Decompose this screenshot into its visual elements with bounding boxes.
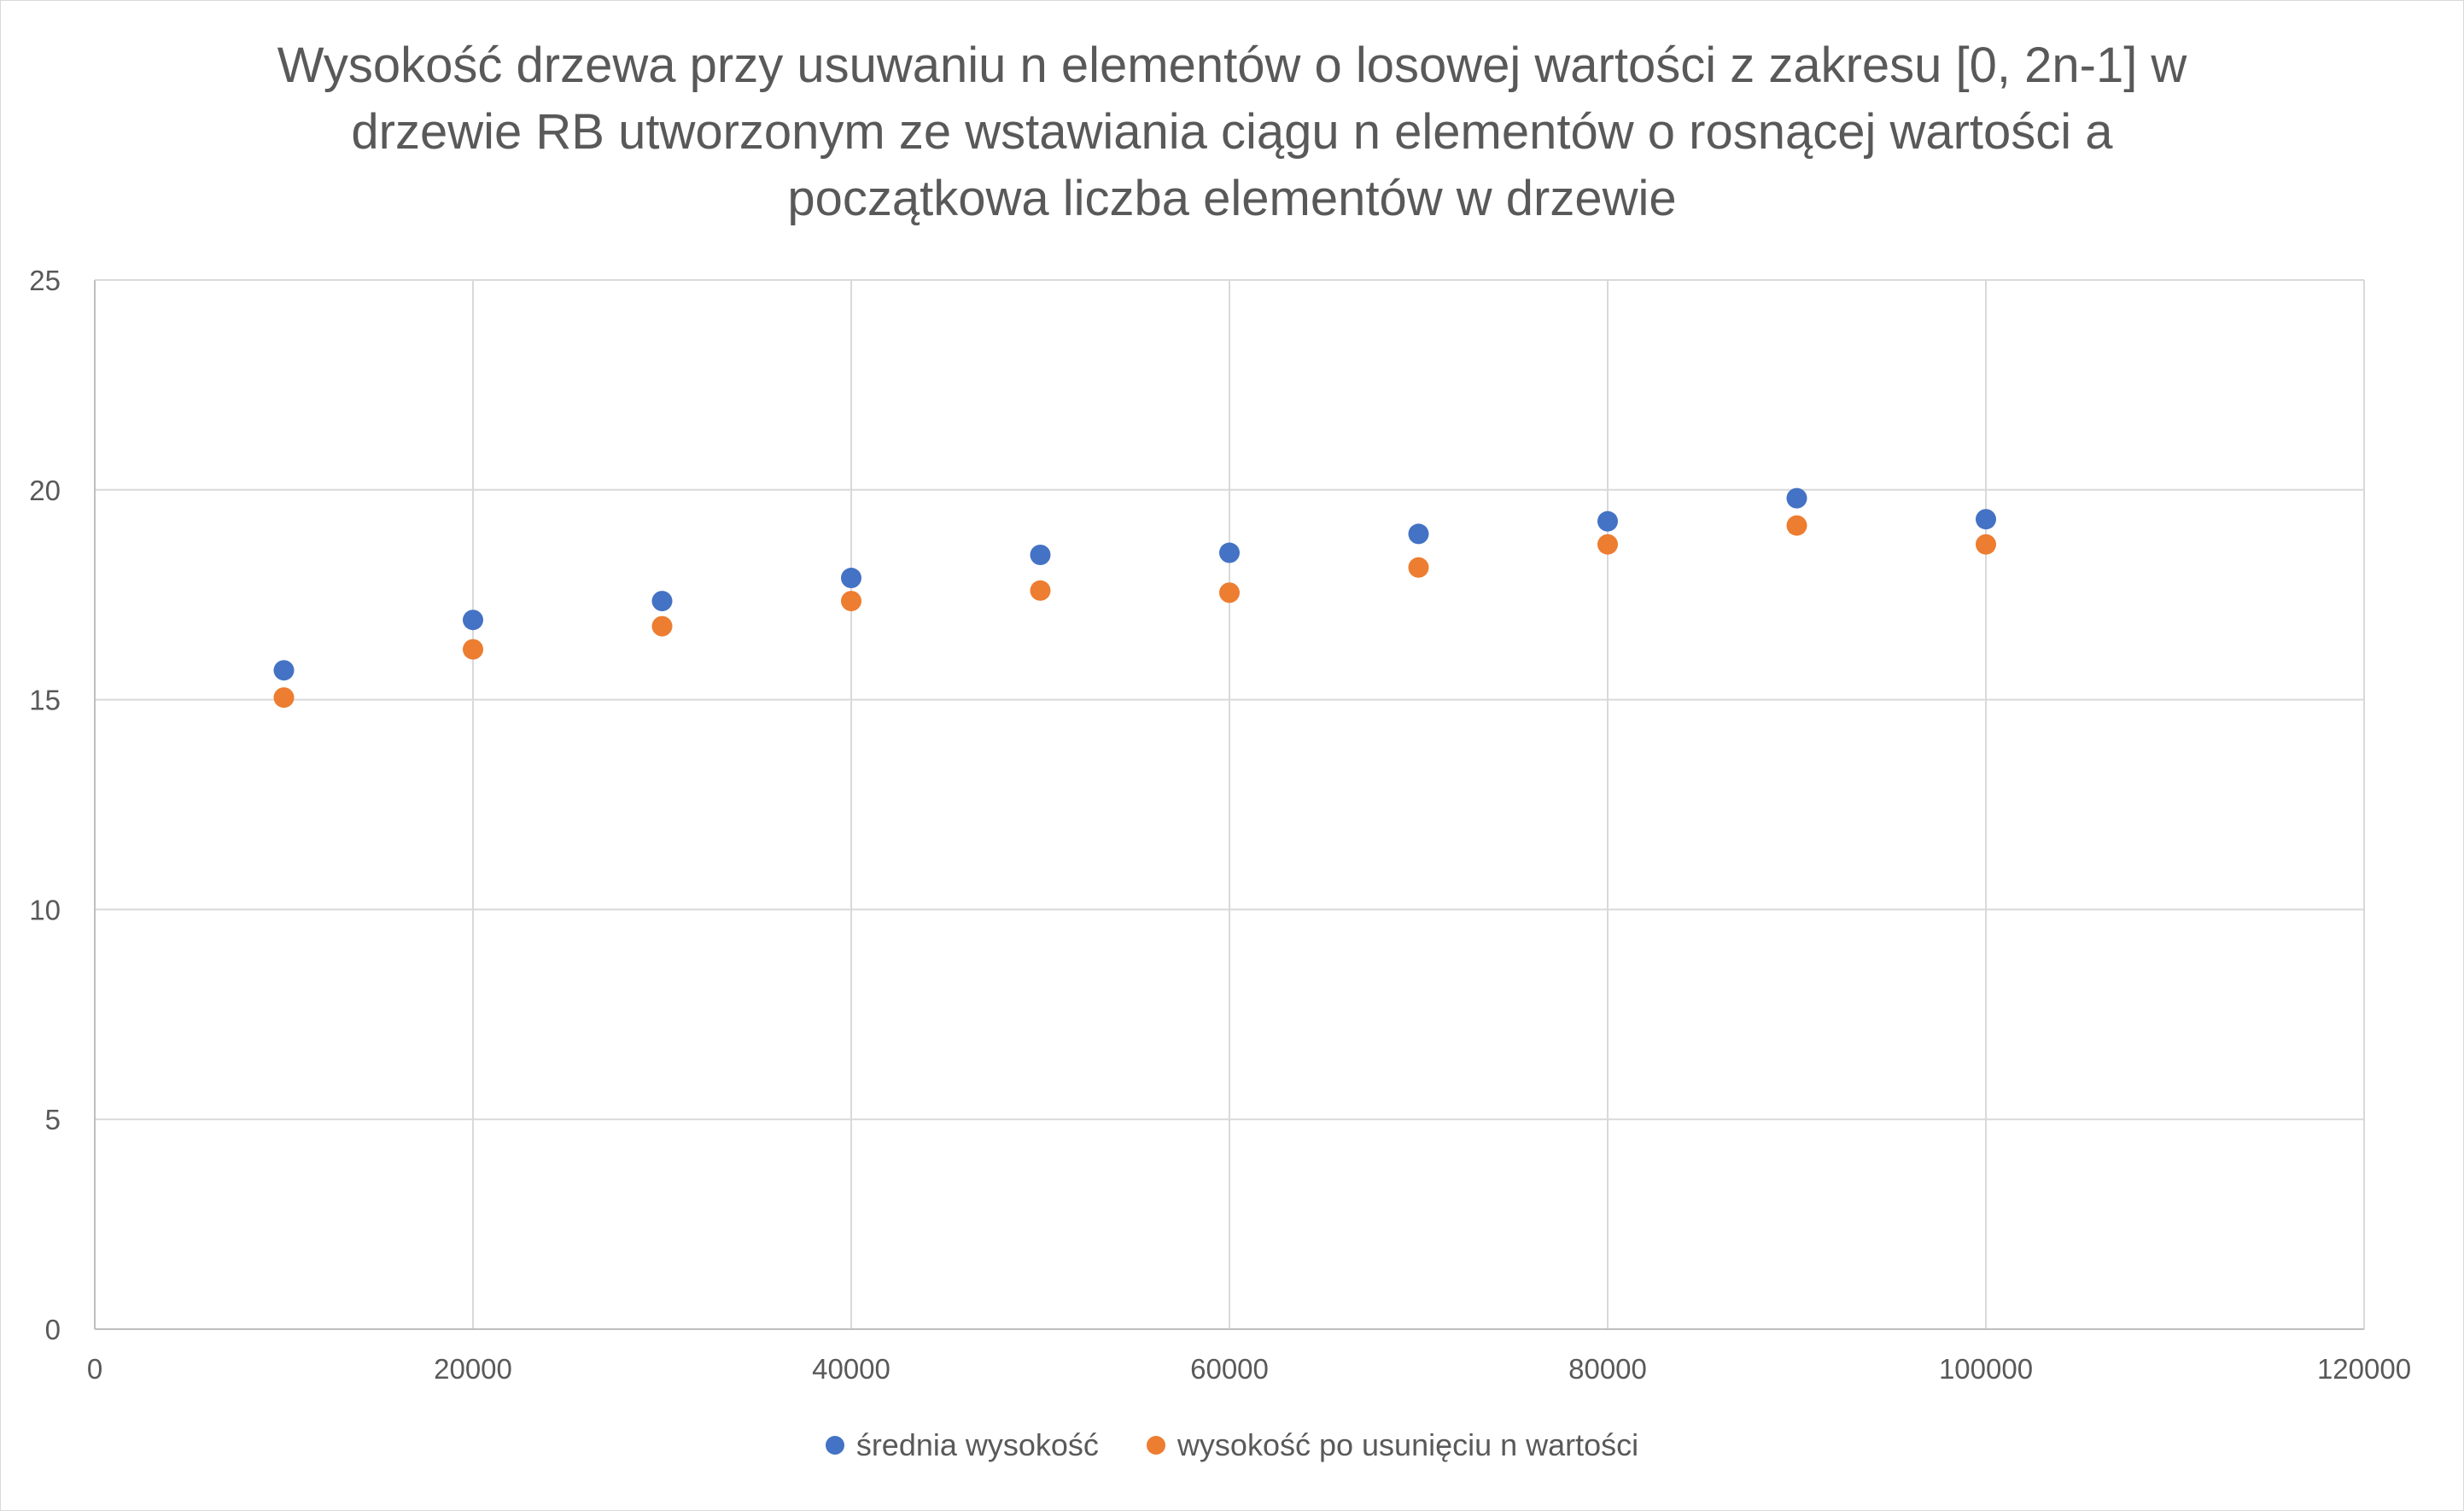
legend-label-series-1: średnia wysokość xyxy=(855,1427,1099,1462)
y-tick-label-25: 25 xyxy=(29,265,61,296)
point-series-2-100000 xyxy=(1976,534,1996,555)
point-series-2-50000 xyxy=(1030,580,1051,601)
y-tick-label-0: 0 xyxy=(45,1314,61,1345)
point-series-2-10000 xyxy=(273,687,295,709)
x-tick-label-80000: 80000 xyxy=(1568,1353,1647,1385)
point-series-1-90000 xyxy=(1786,487,1807,509)
chart-title: Wysokość drzewa przy usuwaniu n elementó… xyxy=(171,32,2293,232)
legend-marker-series-1 xyxy=(825,1436,844,1455)
x-tick-label-40000: 40000 xyxy=(812,1353,890,1385)
y-tick-label-15: 15 xyxy=(29,685,61,716)
legend-item-series-2: wysokość po usunięciu n wartości xyxy=(1146,1427,1639,1463)
point-series-2-80000 xyxy=(1597,534,1618,555)
y-tick-label-20: 20 xyxy=(29,475,61,506)
chart-title-line-1: Wysokość drzewa przy usuwaniu n elementó… xyxy=(277,38,2187,93)
point-series-1-10000 xyxy=(273,660,295,681)
point-series-1-80000 xyxy=(1597,510,1618,532)
point-series-2-30000 xyxy=(651,615,673,637)
y-tick-label-5: 5 xyxy=(45,1104,61,1135)
point-series-2-90000 xyxy=(1786,515,1807,536)
data-points xyxy=(273,487,1996,709)
axes xyxy=(94,280,2364,1330)
legend-item-series-1: średnia wysokość xyxy=(825,1427,1099,1463)
chart-title-line-3: początkowa liczba elementów w drzewie xyxy=(787,171,1677,226)
point-series-1-20000 xyxy=(463,610,483,631)
point-series-1-100000 xyxy=(1976,509,1996,530)
x-tick-label-120000: 120000 xyxy=(2317,1353,2411,1385)
series-2 xyxy=(273,515,1996,709)
point-series-2-40000 xyxy=(841,591,861,612)
x-tick-label-20000: 20000 xyxy=(434,1353,512,1385)
x-tick-label-60000: 60000 xyxy=(1190,1353,1269,1385)
series-1 xyxy=(273,487,1996,681)
legend-marker-series-2 xyxy=(1146,1436,1165,1455)
x-tick-label-0: 0 xyxy=(87,1353,102,1385)
point-series-2-70000 xyxy=(1408,557,1429,578)
chart-title-line-2: drzewie RB utworzonym ze wstawiania ciąg… xyxy=(351,104,2113,160)
point-series-1-60000 xyxy=(1219,542,1240,563)
legend: średnia wysokość wysokość po usunięciu n… xyxy=(0,1427,2464,1463)
point-series-1-40000 xyxy=(841,568,861,589)
grid xyxy=(94,279,2365,1330)
point-series-1-70000 xyxy=(1408,523,1429,545)
tick-labels: 0 5 10 15 20 25 0 20000 40000 60000 80000 100000 120… xyxy=(29,265,2411,1385)
point-series-2-60000 xyxy=(1219,582,1240,604)
y-tick-label-10: 10 xyxy=(29,894,61,925)
legend-label-series-2: wysokość po usunięciu n wartości xyxy=(1177,1427,1639,1462)
point-series-1-50000 xyxy=(1030,544,1051,565)
point-series-1-30000 xyxy=(651,591,673,612)
point-series-2-20000 xyxy=(463,639,483,660)
x-tick-label-100000: 100000 xyxy=(1939,1353,2033,1385)
